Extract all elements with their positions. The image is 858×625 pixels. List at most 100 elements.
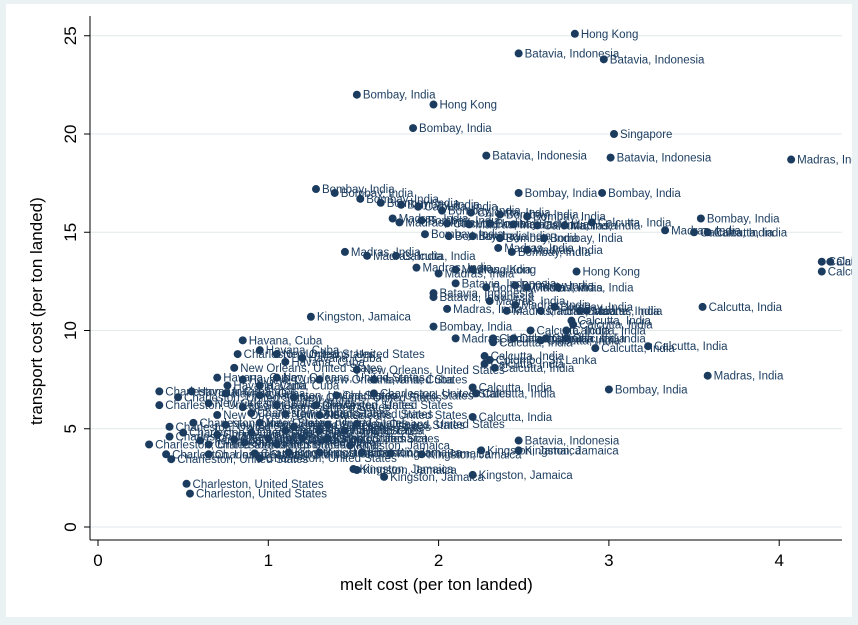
data-point — [221, 420, 230, 429]
data-point — [451, 279, 460, 288]
data-point-label: New Orleans, United States — [232, 420, 374, 432]
data-point — [562, 326, 571, 335]
data-point — [204, 399, 213, 408]
data-point — [429, 322, 438, 331]
data-point — [468, 412, 477, 421]
data-point-label: Bombay, India — [363, 90, 436, 102]
data-point-label: Batavia, Indonesia — [610, 54, 705, 66]
data-point-label: Charleston, United States — [257, 428, 388, 440]
data-point — [575, 306, 584, 315]
data-point-label: Hong Kong — [583, 267, 641, 279]
data-point-label: Madras, India — [399, 213, 469, 225]
x-tick-label: 1 — [264, 551, 273, 570]
data-point — [599, 55, 608, 64]
data-point — [787, 155, 796, 164]
data-point-label: Kingston, Jamaica — [428, 449, 523, 461]
data-point-label: Calcutta, India — [402, 251, 476, 263]
data-point — [289, 393, 298, 402]
y-tick-label: 15 — [61, 223, 80, 242]
y-tick-label: 20 — [61, 125, 80, 144]
x-tick-label: 0 — [93, 551, 102, 570]
data-point — [281, 357, 290, 366]
data-point-label: New Orleans, United States — [325, 410, 467, 422]
data-point — [572, 267, 581, 276]
data-point — [238, 403, 247, 412]
data-point — [536, 306, 545, 315]
data-point-label: Charleston, United States — [184, 392, 315, 404]
data-point — [509, 220, 518, 229]
data-point — [817, 257, 826, 266]
data-point — [569, 320, 578, 329]
data-point-label: Calcutta, India — [482, 388, 556, 400]
data-point — [340, 426, 349, 435]
data-point — [395, 218, 404, 227]
data-point — [167, 455, 176, 464]
data-point — [420, 230, 429, 239]
data-point-label: Hong Kong — [581, 29, 639, 41]
data-point — [610, 130, 619, 138]
data-point — [480, 359, 489, 368]
data-point — [417, 450, 426, 459]
data-point — [145, 440, 154, 449]
data-point — [550, 302, 559, 311]
data-point — [591, 344, 600, 353]
data-point — [213, 430, 222, 439]
data-point-label: New Orleans, United States — [363, 365, 505, 377]
data-point — [477, 446, 486, 455]
data-point — [189, 418, 198, 427]
data-point — [466, 208, 475, 217]
data-point — [315, 375, 324, 384]
data-point-label: Kingston, Jamaica — [525, 445, 620, 457]
data-point — [247, 409, 256, 418]
data-point-label: New Orleans, United States — [363, 419, 505, 431]
data-point — [230, 363, 239, 372]
y-tick-label: 25 — [61, 26, 80, 45]
data-point-label: Charleston, United States — [322, 400, 453, 412]
data-point — [315, 410, 324, 419]
data-point — [289, 422, 298, 431]
data-point — [392, 251, 401, 260]
data-point — [472, 389, 481, 398]
data-point-label: Charleston, United States — [266, 453, 397, 465]
data-point — [606, 153, 615, 162]
data-point — [255, 454, 264, 463]
data-point — [414, 202, 423, 211]
data-point-label: Havana, Cuba — [351, 426, 425, 438]
data-point — [489, 338, 498, 347]
data-point — [182, 479, 191, 488]
data-point — [485, 219, 494, 228]
data-point — [514, 446, 523, 455]
data-point — [357, 448, 366, 457]
data-point-label: Calcutta, India — [501, 363, 575, 375]
data-point — [272, 350, 281, 359]
data-point — [204, 440, 213, 449]
data-point-label: Calcutta, India — [479, 382, 553, 394]
y-tick-label: 0 — [61, 522, 80, 531]
data-point-label: Calcutta, India — [572, 326, 646, 338]
data-point-label: Calcutta, India — [714, 227, 788, 239]
data-point — [468, 383, 477, 392]
data-point — [272, 440, 281, 449]
data-point — [240, 438, 249, 447]
data-point — [443, 219, 452, 228]
data-point — [560, 221, 569, 230]
data-point — [690, 228, 699, 237]
data-point-label: New Orleans, United States — [291, 409, 433, 421]
data-point — [250, 449, 259, 458]
data-point — [553, 283, 562, 292]
data-point — [514, 436, 523, 445]
data-point-label: Havana, Cuba — [233, 381, 307, 393]
data-point-label: Charleston, United States — [172, 449, 303, 461]
y-tick-label: 10 — [61, 321, 80, 340]
data-point — [352, 90, 361, 99]
data-point-label: Batavia, Indonesia — [525, 48, 620, 60]
data-point — [514, 188, 523, 197]
data-point — [380, 472, 389, 481]
data-point-label: Kingston, Jamaica — [283, 439, 378, 451]
data-point — [162, 450, 171, 459]
data-point — [233, 350, 242, 359]
data-point-label: Madras, India — [533, 282, 603, 294]
data-point-label: Havana, Cuba — [266, 381, 340, 393]
data-point-label: Kingston, Jamaica — [317, 312, 412, 324]
